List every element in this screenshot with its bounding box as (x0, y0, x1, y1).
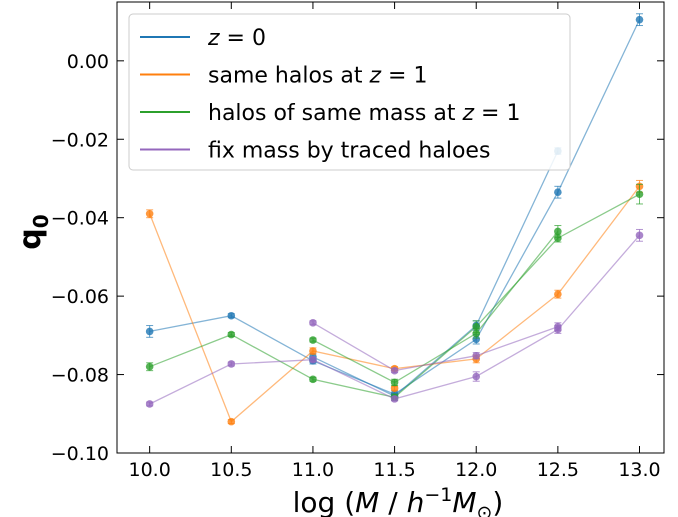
point-marker (309, 336, 317, 344)
series-line (312, 230, 559, 384)
data-point (309, 347, 317, 355)
data-point (635, 183, 644, 205)
data-point (309, 318, 317, 327)
point-marker (554, 188, 562, 197)
data-point (227, 311, 236, 320)
data-point (635, 13, 644, 27)
data-point (309, 336, 317, 344)
point-marker (472, 351, 481, 360)
data-point (145, 209, 154, 219)
data-point (145, 400, 154, 408)
data-point (227, 360, 236, 368)
x-tick-label: 11.0 (292, 459, 334, 481)
data-point (390, 366, 399, 375)
plot-frame (116, 1, 665, 454)
legend-label: halos of same mass at z = 1 (208, 101, 520, 126)
point-marker (472, 372, 481, 381)
point-marker (472, 335, 481, 344)
series-line (312, 150, 559, 397)
point-marker (145, 327, 154, 336)
data-point (227, 417, 236, 426)
data-point (472, 328, 481, 339)
legend-frame (128, 13, 571, 171)
series-points (145, 13, 644, 426)
x-tick-label: 12.0 (455, 459, 497, 481)
point-marker (554, 234, 562, 242)
point-marker (390, 384, 399, 393)
y-tick-label: −0.10 (51, 443, 109, 465)
point-marker (227, 330, 236, 339)
y-tick-label: 0.00 (67, 51, 109, 73)
point-marker (227, 360, 236, 368)
legend: z = 0 same halos at z = 1 halos of same ma… (128, 13, 571, 171)
point-marker (227, 417, 236, 426)
x-tick-label: 11.5 (373, 459, 415, 481)
point-marker (309, 375, 317, 384)
legend-label: fix mass by traced haloes (208, 139, 490, 164)
axis-ticks: 10.0 10.5 11.0 11.5 12.0 12.5 13.0 0.00 −0.02 −0.… (51, 2, 664, 481)
point-marker (635, 190, 644, 198)
data-point (309, 355, 317, 364)
data-point (472, 351, 481, 360)
x-tick-label: 12.5 (537, 459, 579, 481)
series-line (312, 322, 559, 372)
data-point (554, 225, 562, 238)
data-point (227, 330, 236, 339)
point-marker (554, 227, 562, 236)
x-tick-label: 13.0 (618, 459, 660, 481)
data-point (390, 384, 399, 393)
x-axis-label: log (M / h−1M⊙) (293, 484, 504, 517)
data-point (390, 395, 399, 403)
y-tick-label: −0.08 (51, 365, 109, 387)
point-marker (309, 347, 317, 355)
point-marker (390, 395, 399, 403)
legend-label: same halos at z = 1 (208, 64, 427, 89)
data-point (145, 325, 154, 338)
point-marker (227, 311, 236, 320)
point-marker (635, 15, 644, 24)
point-marker (309, 355, 317, 364)
data-point (635, 228, 644, 242)
y-tick-label: −0.04 (51, 208, 109, 230)
data-point (145, 362, 154, 372)
point-marker (309, 318, 317, 327)
legend-label: z = 0 (207, 26, 266, 51)
data-point (309, 375, 317, 384)
y-axis-label: q0 (13, 214, 53, 249)
y-tick-label: −0.02 (51, 129, 109, 151)
y-tick-label: −0.06 (51, 286, 109, 308)
data-point (472, 371, 481, 382)
data-point (554, 185, 562, 199)
point-marker (554, 322, 562, 331)
data-point (390, 378, 399, 387)
point-marker (390, 378, 399, 387)
point-marker (635, 231, 644, 240)
point-marker (554, 290, 562, 298)
point-marker (145, 209, 154, 218)
point-marker (390, 366, 399, 375)
point-marker (472, 329, 481, 338)
point-marker (145, 400, 154, 408)
data-point (554, 289, 562, 299)
x-tick-label: 10.0 (129, 459, 171, 481)
point-marker (145, 362, 154, 371)
data-point (554, 322, 562, 332)
x-tick-label: 10.5 (210, 459, 252, 481)
